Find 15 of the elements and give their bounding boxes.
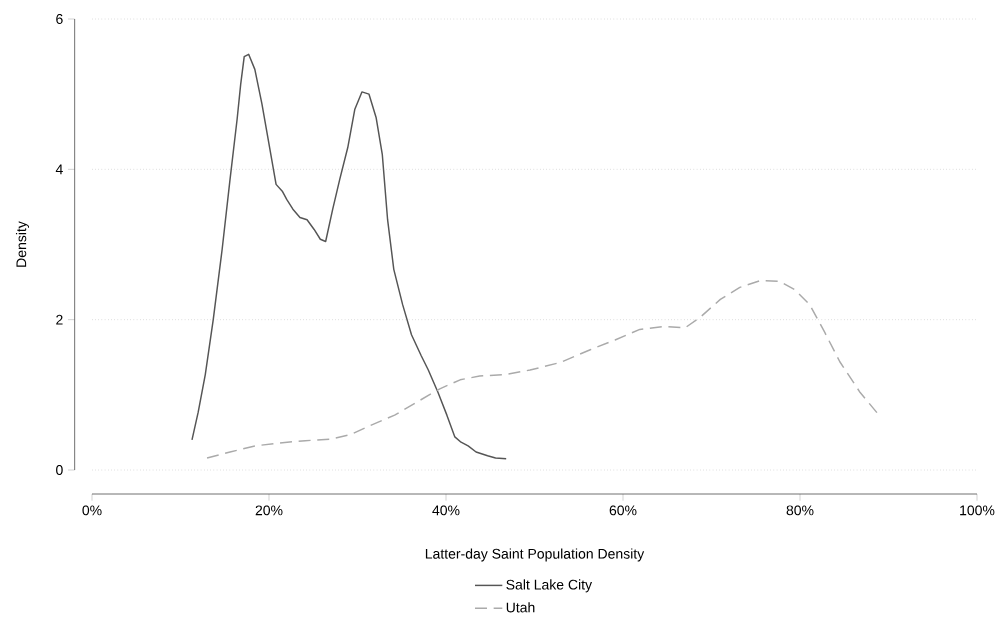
y-axis-title: Density — [15, 221, 30, 267]
x-tick-label: 80% — [786, 505, 814, 516]
y-tick-label: 6 — [56, 14, 63, 24]
x-tick-label: 100% — [960, 505, 995, 516]
legend-label: Salt Lake City — [506, 579, 593, 593]
legend-label: Utah — [506, 602, 535, 613]
x-axis-title: Latter-day Saint Population Density — [425, 548, 645, 562]
y-tick-label: 2 — [56, 314, 63, 325]
y-tick-label: 4 — [55, 164, 63, 175]
x-tick-label: 0% — [82, 505, 102, 516]
line-series — [191, 53, 507, 460]
y-tick-label: 0 — [56, 465, 63, 475]
x-tick-label: 60% — [609, 505, 637, 516]
x-tick-label: 20% — [255, 505, 283, 516]
x-tick-label: 40% — [432, 505, 460, 516]
